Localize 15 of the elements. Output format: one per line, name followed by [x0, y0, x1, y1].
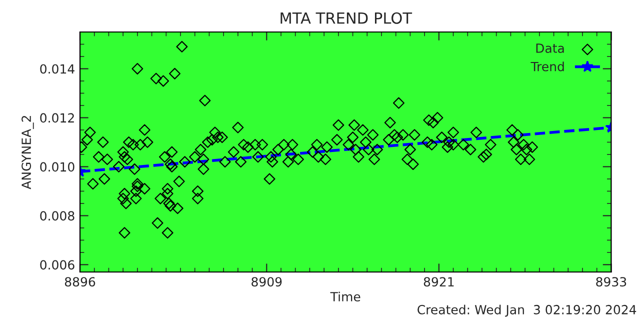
y-tick-label: 0.014: [40, 64, 74, 74]
y-tick-label: 0.010: [40, 162, 74, 172]
text: Created: Wed Jan 3 02:19:20 2024: [418, 304, 636, 317]
x-axis-title: Time: [330, 292, 360, 302]
legend-label: Trend: [530, 62, 564, 72]
x-tick-label: 8921: [424, 277, 454, 287]
y-axis-title: ANGYNEA_2: [22, 116, 34, 190]
x-tick-label: 8933: [596, 277, 626, 287]
x-tick-label: 8909: [252, 277, 282, 287]
y-tick-label: 0.012: [40, 113, 74, 123]
chart-title: MTA TREND PLOT: [280, 12, 412, 24]
y-tick-label: 0.006: [40, 260, 74, 270]
y-tick-label: 0.008: [40, 211, 74, 221]
legend-label: Data: [536, 44, 564, 53]
x-tick-label: 8896: [64, 277, 96, 287]
